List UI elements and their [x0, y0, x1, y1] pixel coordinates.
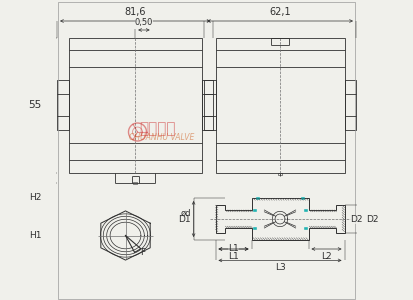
Text: D2: D2 — [350, 214, 363, 224]
Bar — [256, 197, 259, 199]
Bar — [304, 209, 307, 211]
Bar — [278, 172, 282, 175]
Text: ød: ød — [180, 209, 191, 218]
Bar — [133, 182, 138, 184]
Bar — [216, 38, 344, 172]
Text: D2: D2 — [366, 214, 379, 224]
Text: D1: D1 — [178, 214, 191, 224]
Text: L1: L1 — [228, 252, 239, 261]
Text: 81,6: 81,6 — [124, 7, 146, 17]
Text: L3: L3 — [275, 263, 285, 272]
Bar — [204, 80, 216, 130]
Bar — [301, 197, 304, 199]
Bar — [202, 80, 214, 130]
Text: L1: L1 — [228, 244, 239, 253]
Text: F: F — [140, 248, 145, 257]
Text: 62,1: 62,1 — [269, 7, 291, 17]
Text: L2: L2 — [321, 252, 332, 261]
Text: 川沪阀门: 川沪阀门 — [139, 122, 175, 136]
Bar — [253, 209, 256, 211]
Bar — [304, 227, 307, 229]
Text: H2: H2 — [29, 193, 41, 202]
Text: H1: H1 — [29, 231, 41, 240]
Text: 0,50: 0,50 — [135, 18, 153, 27]
Bar — [69, 38, 202, 172]
Bar — [253, 227, 256, 229]
Text: 55: 55 — [28, 100, 41, 110]
Bar — [344, 80, 356, 130]
Bar — [57, 80, 69, 130]
Text: CHUANHU VALVE: CHUANHU VALVE — [129, 133, 194, 142]
